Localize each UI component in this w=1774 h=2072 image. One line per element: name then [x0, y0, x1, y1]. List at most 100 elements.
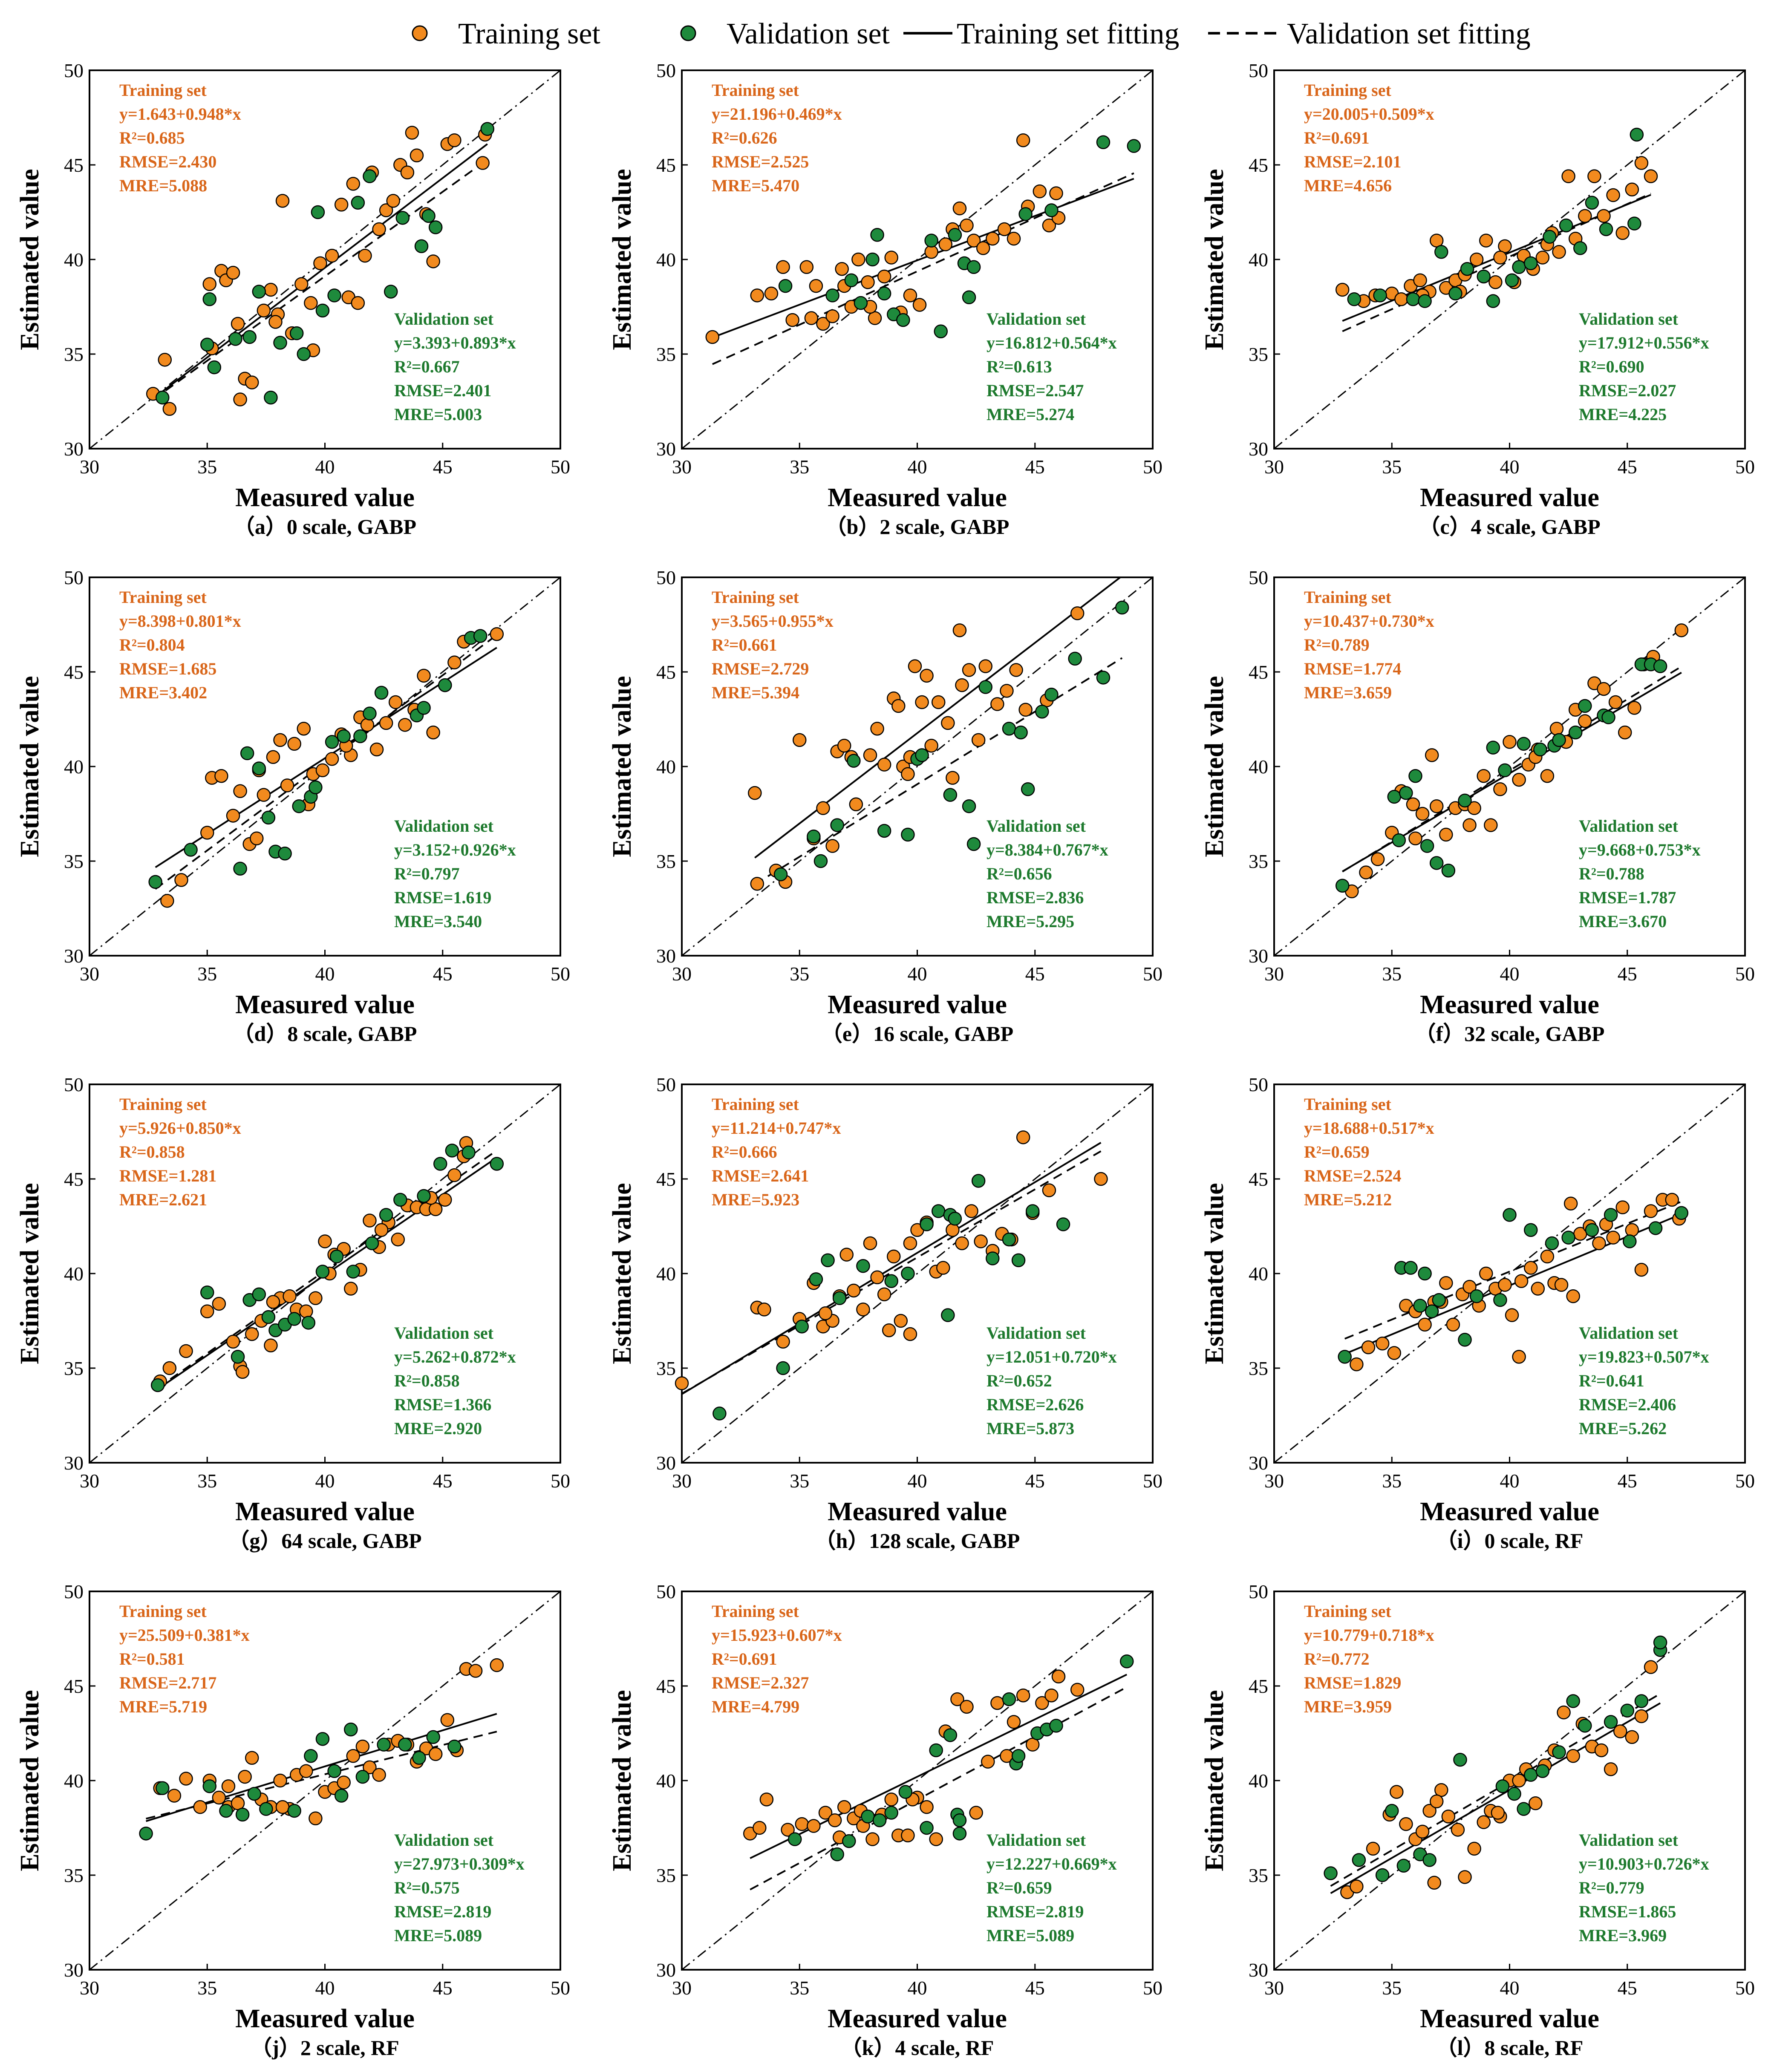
training-point — [1491, 1806, 1505, 1820]
y-tick-label: 45 — [1249, 1675, 1268, 1697]
training-point — [901, 1828, 915, 1843]
training-annotation-line: MRE=3.959 — [1304, 1697, 1392, 1716]
training-point — [1335, 282, 1350, 297]
validation-annotation-line: MRE=4.225 — [1579, 405, 1667, 424]
validation-point — [1127, 139, 1141, 153]
validation-point — [480, 122, 494, 136]
x-tick-label: 45 — [1618, 456, 1637, 478]
validation-annotation-line: Validation set — [1579, 1323, 1679, 1343]
training-point — [990, 1696, 1004, 1710]
training-point — [309, 1291, 323, 1305]
x-tick-label: 30 — [672, 963, 692, 985]
validation-point — [1561, 1231, 1575, 1245]
training-annotation-line: MRE=5.470 — [712, 176, 799, 195]
x-tick-label: 45 — [433, 1470, 453, 1492]
training-point — [287, 737, 301, 751]
training-point — [1441, 1810, 1456, 1824]
training-point — [1042, 1183, 1056, 1197]
validation-point — [259, 1802, 273, 1816]
training-annotation-line: RMSE=2.524 — [1304, 1166, 1401, 1185]
validation-point — [428, 220, 443, 234]
x-tick-label: 40 — [315, 456, 335, 478]
y-tick-label: 45 — [1249, 154, 1268, 176]
training-annotation-line: Training set — [712, 1095, 799, 1114]
y-tick-label: 35 — [1249, 1357, 1268, 1379]
one-to-one-line — [682, 577, 1153, 956]
training-point — [837, 738, 851, 753]
training-point — [903, 1236, 917, 1251]
data-points — [1338, 1193, 1689, 1372]
validation-point — [1623, 1234, 1637, 1248]
data-points — [748, 600, 1129, 891]
training-annotation-line: y=3.565+0.955*x — [712, 611, 834, 631]
training-point — [776, 260, 790, 274]
training-point — [903, 288, 917, 303]
panel-caption: （f）32 scale, GABP — [1415, 1022, 1605, 1046]
one-to-one-line — [682, 1084, 1153, 1463]
training-point — [235, 1365, 250, 1379]
validation-point — [1035, 704, 1049, 719]
validation-point — [398, 1738, 412, 1752]
training-point — [294, 277, 309, 291]
training-point — [1007, 1715, 1021, 1729]
validation-point — [795, 1320, 809, 1334]
y-tick-label: 50 — [656, 60, 676, 81]
training-point — [1446, 1317, 1460, 1332]
training-point — [1634, 1262, 1649, 1277]
training-point — [938, 237, 953, 251]
validation-point — [952, 1813, 967, 1827]
training-annotation-line: RMSE=2.525 — [712, 152, 809, 171]
chart-panel-12: 30 35 40 45 50 30 35 40 45 50 Measured value Estima… — [1200, 1581, 1755, 2060]
validation-point — [325, 735, 339, 749]
validation-point — [1458, 1333, 1472, 1347]
validation-point — [966, 837, 981, 851]
training-point — [997, 222, 1012, 236]
training-point — [1451, 1823, 1465, 1837]
x-tick-label: 35 — [790, 1977, 809, 1999]
validation-annotation-line: MRE=5.262 — [1579, 1419, 1667, 1438]
training-point — [275, 194, 290, 208]
validation-point — [1324, 1866, 1338, 1880]
validation-point — [156, 1781, 170, 1795]
validation-annotation-line: y=16.812+0.564*x — [987, 333, 1117, 352]
panel-caption: （l）8 scale, RF — [1436, 2036, 1584, 2060]
validation-annotation-line: y=27.973+0.309*x — [394, 1854, 525, 1873]
training-point — [214, 769, 228, 783]
training-point — [1051, 1669, 1066, 1684]
training-point — [162, 402, 177, 416]
validation-annotation-line: MRE=3.969 — [1579, 1926, 1667, 1945]
training-point — [1578, 714, 1592, 728]
training-point — [1484, 818, 1498, 832]
validation-point — [854, 296, 868, 310]
training-point — [1033, 184, 1047, 199]
validation-point — [247, 1787, 261, 1801]
training-point — [952, 623, 967, 637]
validation-point — [1385, 1804, 1399, 1818]
training-point — [226, 1334, 240, 1349]
validation-point — [297, 347, 311, 361]
x-axis-label: Measured value — [235, 483, 415, 512]
x-tick-label: 30 — [1264, 1977, 1284, 1999]
training-point — [1566, 1289, 1580, 1303]
training-point — [920, 1800, 934, 1814]
chart-panel-10: 30 35 40 45 50 30 35 40 45 50 Measured value Estima… — [15, 1581, 570, 2060]
training-annotation-line: y=5.926+0.850*x — [119, 1118, 241, 1138]
training-point — [1606, 188, 1620, 202]
validation-point — [240, 746, 254, 761]
validation-annotation-line: RMSE=2.547 — [987, 381, 1084, 400]
validation-annotation-line: RMSE=1.865 — [1579, 1902, 1676, 1921]
validation-annotation-line: Validation set — [1579, 816, 1679, 836]
validation-point — [861, 1810, 875, 1824]
validation-point — [1578, 1718, 1592, 1733]
x-tick-label: 35 — [790, 456, 809, 478]
validation-point — [1429, 856, 1444, 870]
y-tick-label: 40 — [656, 249, 676, 271]
training-annotation-line: Training set — [1304, 81, 1392, 100]
training-point — [266, 750, 280, 764]
validation-annotation-line: Validation set — [987, 1830, 1086, 1850]
panel-caption: （g）64 scale, GABP — [228, 1529, 421, 1553]
validation-point — [1049, 1718, 1063, 1733]
training-annotation-line: y=20.005+0.509*x — [1304, 104, 1434, 124]
validation-point — [1018, 207, 1033, 221]
validation-annotation-line: RMSE=2.819 — [987, 1902, 1084, 1921]
